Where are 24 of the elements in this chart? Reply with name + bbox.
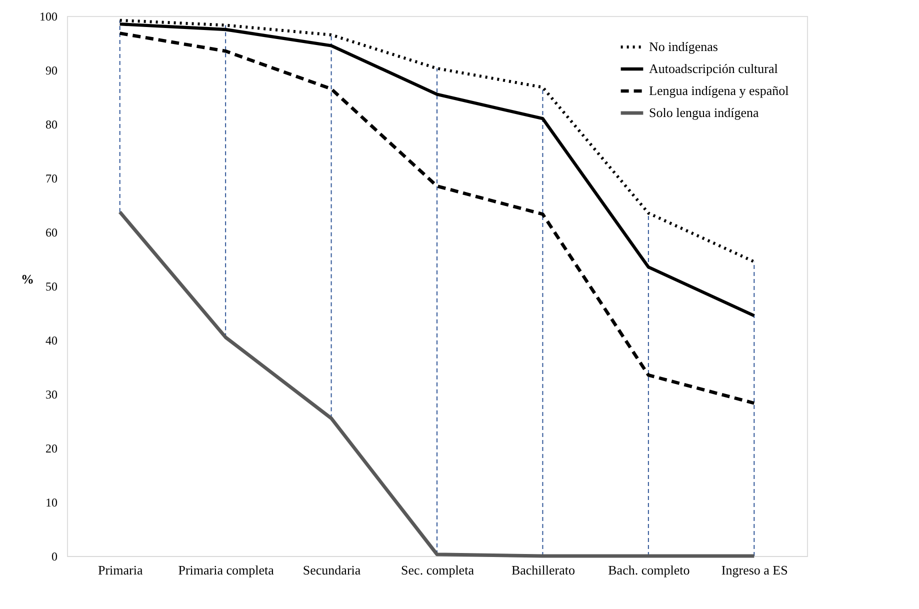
y-tick-label: 20 <box>46 442 58 456</box>
x-tick-label: Primaria <box>98 562 143 578</box>
y-tick-label: 80 <box>46 118 58 132</box>
y-tick-label: 60 <box>46 226 58 240</box>
x-tick-label: Sec. completa <box>401 562 474 578</box>
y-axis-title: % <box>21 272 34 286</box>
x-tick-label: Primaria completa <box>178 562 274 578</box>
y-tick-label: 50 <box>46 280 58 294</box>
legend-label: No indígenas <box>649 39 718 54</box>
y-tick-label: 0 <box>52 550 58 564</box>
x-tick-label: Ingreso a ES <box>721 562 788 578</box>
y-tick-label: 10 <box>46 496 58 510</box>
x-tick-label: Bach. completo <box>608 562 690 578</box>
y-tick-label: 30 <box>46 388 58 402</box>
legend-label: Solo lengua indígena <box>649 105 759 120</box>
y-tick-label: 100 <box>40 10 58 24</box>
line-series <box>118 210 756 558</box>
y-tick-label: 40 <box>46 334 58 348</box>
y-tick-label: 70 <box>46 172 58 186</box>
legend-label: Lengua indígena y español <box>649 83 790 98</box>
legend-label: Autoadscripción cultural <box>649 61 778 76</box>
x-tick-label: Secundaria <box>302 562 361 578</box>
x-tick-label: Bachillerato <box>511 562 575 578</box>
y-tick-label: 90 <box>46 64 58 78</box>
